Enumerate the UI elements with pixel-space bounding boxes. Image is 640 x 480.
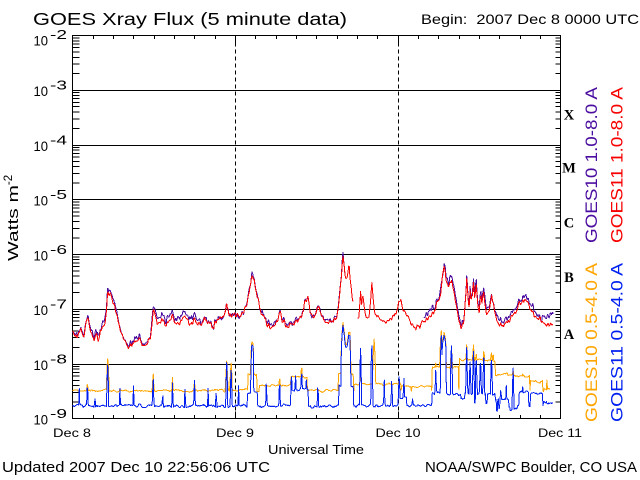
- svg-text:-6: -6: [50, 243, 67, 257]
- svg-text:X: X: [564, 108, 575, 124]
- svg-text:-7: -7: [50, 298, 67, 312]
- svg-text:GOES10 0.5-4.0 A: GOES10 0.5-4.0 A: [583, 263, 601, 422]
- svg-text:Updated 2007 Dec 10 22:56:06 U: Updated 2007 Dec 10 22:56:06 UTC: [2, 460, 270, 476]
- svg-text:Begin: 2007 Dec 8 0000 UTC: Begin: 2007 Dec 8 0000 UTC: [421, 11, 639, 27]
- svg-text:10: 10: [34, 83, 49, 99]
- svg-text:GOES10 1.0-8.0 A: GOES10 1.0-8.0 A: [583, 87, 601, 243]
- svg-text:-8: -8: [50, 352, 67, 366]
- svg-text:Universal Time: Universal Time: [268, 442, 364, 457]
- svg-text:GOES11 1.0-8.0 A: GOES11 1.0-8.0 A: [609, 87, 627, 243]
- svg-text:NOAA/SWPC Boulder, CO USA: NOAA/SWPC Boulder, CO USA: [425, 460, 637, 476]
- svg-text:10: 10: [34, 357, 49, 373]
- svg-text:Watts m: Watts m: [6, 185, 22, 261]
- svg-text:10: 10: [34, 138, 49, 154]
- svg-text:Dec 11: Dec 11: [538, 426, 582, 440]
- svg-text:10: 10: [34, 247, 49, 263]
- svg-text:M: M: [562, 161, 576, 177]
- svg-text:10: 10: [34, 33, 49, 49]
- svg-text:C: C: [564, 216, 574, 232]
- svg-text:10: 10: [34, 412, 49, 428]
- svg-text:-9: -9: [50, 407, 67, 421]
- svg-text:A: A: [564, 327, 575, 343]
- svg-text:10: 10: [34, 193, 49, 209]
- svg-text:-2: -2: [50, 28, 67, 42]
- svg-text:10: 10: [34, 302, 49, 318]
- svg-text:-3: -3: [50, 79, 67, 93]
- svg-text:-5: -5: [50, 188, 67, 202]
- svg-text:-4: -4: [50, 133, 67, 147]
- svg-text:-2: -2: [3, 175, 15, 185]
- svg-text:Dec 9: Dec 9: [216, 426, 254, 440]
- svg-text:B: B: [564, 270, 574, 286]
- svg-text:GOES11 0.5-4.0 A: GOES11 0.5-4.0 A: [609, 263, 627, 422]
- svg-text:GOES Xray Flux (5 minute data): GOES Xray Flux (5 minute data): [33, 9, 347, 29]
- svg-text:Dec 8: Dec 8: [53, 426, 91, 440]
- svg-text:Dec 10: Dec 10: [376, 426, 421, 440]
